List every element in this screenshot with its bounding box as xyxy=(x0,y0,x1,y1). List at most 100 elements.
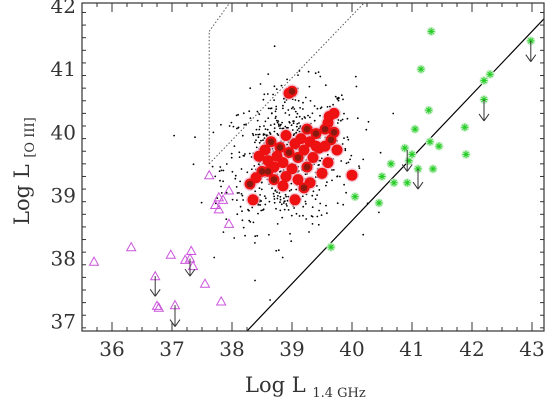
y-tick-label: 39 xyxy=(51,183,76,207)
background-dot xyxy=(295,116,298,118)
background-dot xyxy=(253,165,256,167)
background-dot xyxy=(254,235,257,238)
background-dot xyxy=(286,143,288,146)
background-dot xyxy=(264,197,267,200)
star-point xyxy=(424,105,434,115)
background-dot xyxy=(266,128,269,131)
background-dot xyxy=(311,112,314,115)
background-dot xyxy=(276,197,279,200)
background-dot xyxy=(318,164,320,166)
background-dot xyxy=(200,201,203,204)
red-point xyxy=(307,152,319,164)
red-point xyxy=(292,174,304,186)
background-dot xyxy=(284,125,287,128)
triangle-point xyxy=(213,191,225,202)
x-tick-label: 38 xyxy=(219,337,244,361)
background-dot xyxy=(339,175,341,178)
y-tick-label: 42 xyxy=(51,0,76,18)
background-dot xyxy=(319,114,321,117)
red-point-core xyxy=(258,168,266,175)
triangle-point xyxy=(185,245,197,255)
background-dot xyxy=(273,201,276,204)
background-dot xyxy=(290,182,293,185)
background-dot xyxy=(276,191,278,194)
background-dot xyxy=(240,193,243,195)
background-dot xyxy=(293,133,296,135)
background-dot xyxy=(257,163,260,166)
background-dot xyxy=(280,203,283,206)
red-point xyxy=(280,170,292,182)
background-dot xyxy=(275,105,278,108)
star-point xyxy=(407,149,417,159)
x-axis-title-main: Log L xyxy=(245,373,306,397)
background-dot xyxy=(297,74,299,76)
triangle-point xyxy=(223,218,235,228)
background-dot xyxy=(318,209,320,212)
background-dot xyxy=(269,124,272,126)
triangle-point xyxy=(165,249,177,259)
background-dot xyxy=(332,103,334,106)
background-dot xyxy=(349,158,351,161)
background-dot xyxy=(329,105,331,108)
background-dot xyxy=(276,223,279,225)
background-dot xyxy=(311,194,314,197)
background-dot xyxy=(275,115,277,118)
background-dot xyxy=(254,190,257,193)
x-tick-label: 40 xyxy=(339,337,364,361)
background-dot xyxy=(273,198,276,200)
background-dot xyxy=(288,114,291,116)
star-point xyxy=(485,69,495,79)
background-dot xyxy=(238,192,240,194)
background-dot xyxy=(334,95,337,98)
background-dot xyxy=(275,108,278,110)
background-dot xyxy=(326,181,328,184)
background-dot xyxy=(213,256,216,259)
red-point xyxy=(298,144,310,156)
x-axis-title: Log L 1.4 GHz xyxy=(245,373,366,401)
background-dot xyxy=(304,200,307,203)
triangle-point xyxy=(88,256,100,266)
background-dot xyxy=(220,123,222,126)
background-dot xyxy=(273,195,275,198)
background-dot xyxy=(288,190,291,192)
background-dot xyxy=(254,242,256,244)
background-dot xyxy=(246,171,249,174)
background-dot xyxy=(277,195,279,197)
red-point xyxy=(253,150,265,162)
red-point xyxy=(277,157,289,169)
background-dot xyxy=(287,209,290,211)
star-point xyxy=(350,192,360,202)
background-dot xyxy=(237,126,240,129)
background-dot xyxy=(274,117,277,119)
background-dot xyxy=(258,133,261,136)
triangle-point xyxy=(151,300,163,310)
background-dot xyxy=(302,214,304,217)
background-dot xyxy=(262,98,265,101)
red-point xyxy=(295,133,307,145)
background-dot xyxy=(332,169,335,171)
red-point xyxy=(319,140,331,152)
background-dot xyxy=(245,123,247,126)
triangle-point xyxy=(125,241,137,252)
background-dot xyxy=(249,221,252,223)
background-dot xyxy=(243,155,246,157)
background-dot xyxy=(222,180,225,183)
background-dot xyxy=(277,249,280,252)
background-dot xyxy=(259,125,261,128)
background-dot xyxy=(362,158,365,161)
background-dot xyxy=(237,113,240,116)
background-dot xyxy=(317,71,320,73)
plot-frame xyxy=(81,2,545,332)
star-point xyxy=(377,171,387,181)
background-dot xyxy=(325,184,327,187)
triangle-point xyxy=(153,302,165,312)
background-dot xyxy=(258,141,261,144)
background-dot xyxy=(287,126,289,129)
background-dot xyxy=(236,192,239,194)
background-dot xyxy=(276,121,279,124)
background-dot xyxy=(282,107,284,110)
background-dot xyxy=(290,188,293,191)
star-point xyxy=(416,64,426,74)
background-dot xyxy=(230,156,233,159)
background-dot xyxy=(284,193,287,196)
